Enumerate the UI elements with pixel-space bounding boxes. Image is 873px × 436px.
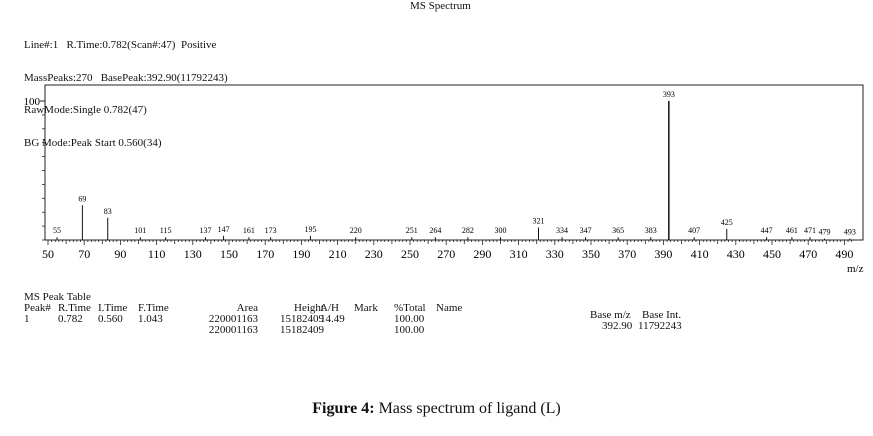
x-tick-label: 430 (727, 247, 745, 261)
column-header: Mark (354, 302, 378, 314)
peak-label: 300 (495, 226, 507, 235)
base-int-value: 11792243 (638, 320, 682, 332)
run-info-line: RawMode:Single 0.782(47) (24, 104, 147, 116)
x-tick-label: 390 (654, 247, 672, 261)
table-cell: 220001163 (208, 313, 258, 325)
peak-label: 479 (818, 228, 830, 237)
column-header: R.Time (58, 302, 91, 314)
x-tick-label: 330 (546, 247, 564, 261)
column-header: Name (436, 302, 463, 314)
x-tick-label: 170 (256, 247, 274, 261)
peak-label: 115 (160, 226, 172, 235)
table-cell: 1.043 (138, 313, 163, 325)
peak-label: 334 (556, 226, 568, 235)
total-percent: 100.00 (394, 324, 425, 336)
x-tick-label: 470 (799, 247, 817, 261)
column-header: Height (294, 302, 324, 314)
peak-label: 220 (350, 226, 362, 235)
x-tick-label: 150 (220, 247, 238, 261)
x-tick-label: 350 (582, 247, 600, 261)
y-tick-label: 100 (24, 96, 41, 108)
peak-label: 407 (688, 226, 700, 235)
peak-label: 461 (786, 226, 798, 235)
column-header: Peak# (24, 302, 51, 314)
column-header: I.Time (98, 302, 128, 314)
run-info: Line#:1 R.Time:0.782(Scan#:47) Positive … (24, 18, 228, 159)
caption-label: Figure 4: (312, 400, 375, 417)
peak-label: 147 (218, 225, 230, 234)
base-int-header: Base Int. (642, 309, 682, 321)
peak-label: 137 (199, 226, 211, 235)
peak-label: 264 (429, 226, 441, 235)
figure-caption: Figure 4: Mass spectrum of ligand (L) (0, 400, 873, 418)
peak-label: 365 (612, 226, 624, 235)
peak-label: 471 (804, 226, 816, 235)
base-mz-value: 392.90 (602, 320, 633, 332)
peak-label: 83 (104, 207, 112, 216)
total-area: 220001163 (208, 324, 258, 336)
peak-table-title: MS Peak Table (24, 291, 91, 303)
x-tick-label: 90 (114, 247, 126, 261)
table-cell: 100.00 (394, 313, 425, 325)
total-height: 15182409 (280, 324, 324, 336)
x-tick-label: 290 (473, 247, 491, 261)
x-tick-label: 250 (401, 247, 419, 261)
x-tick-label: 310 (510, 247, 528, 261)
table-cell: 0.560 (98, 313, 123, 325)
x-tick-label: 450 (763, 247, 781, 261)
peak-label: 347 (580, 226, 592, 235)
x-tick-label: 110 (148, 247, 166, 261)
plot-frame (44, 84, 864, 241)
run-info-line: Line#:1 R.Time:0.782(Scan#:47) Positive (24, 39, 217, 51)
run-info-line: MassPeaks:270 BasePeak:392.90(11792243) (24, 71, 228, 84)
peak-label: 493 (844, 228, 856, 237)
table-cell: 0.782 (58, 313, 83, 325)
x-tick-label: 210 (329, 247, 347, 261)
x-tick-label: 70 (78, 247, 90, 261)
spectrum-title: MS Spectrum (410, 0, 471, 12)
base-info: Base m/z Base Int. 392.90 11792243 (590, 310, 682, 365)
peak-label: 101 (134, 226, 146, 235)
peak-label: 69 (78, 194, 86, 203)
peak-label: 282 (462, 226, 474, 235)
column-header: A/H (320, 302, 339, 314)
x-tick-label: 410 (691, 247, 709, 261)
peak-label: 321 (533, 216, 545, 225)
column-header: %Total (394, 302, 426, 314)
peak-label: 383 (645, 226, 657, 235)
mass-spectrum-chart: 50 70 90 110 130 150 170 190 210 230 250 270 290 310 3… (24, 84, 864, 275)
column-header: F.Time (138, 302, 169, 314)
x-tick-label: 370 (618, 247, 636, 261)
table-cell: 15182409 (280, 313, 324, 325)
table-cell: 14.49 (320, 313, 345, 325)
peak-label: 161 (243, 226, 255, 235)
peak-label: 425 (721, 218, 733, 227)
x-axis-label: m/z (847, 263, 864, 275)
column-header: Area (236, 302, 258, 314)
x-tick-label: 490 (835, 247, 853, 261)
table-cell: 1 (24, 313, 30, 325)
peak-label: 195 (304, 225, 316, 234)
peak-label: 173 (265, 226, 277, 235)
run-info-line: BG Mode:Peak Start 0.560(34) (24, 136, 162, 149)
x-tick-label: 190 (292, 247, 310, 261)
peak-label: 251 (406, 226, 418, 235)
peak-label: 447 (761, 226, 773, 235)
peak-label: 393 (663, 90, 675, 99)
peak-table: MS Peak Table Peak# R.Time I.Time F.Time Are… (24, 292, 462, 336)
x-tick-label: 50 (42, 247, 54, 261)
x-tick-label: 270 (437, 247, 455, 261)
caption-text: Mass spectrum of ligand (L) (374, 400, 561, 417)
x-tick-label: 130 (184, 247, 202, 261)
x-tick-label: 230 (365, 247, 383, 261)
base-mz-header: Base m/z (590, 309, 631, 321)
peak-label: 55 (53, 226, 61, 235)
